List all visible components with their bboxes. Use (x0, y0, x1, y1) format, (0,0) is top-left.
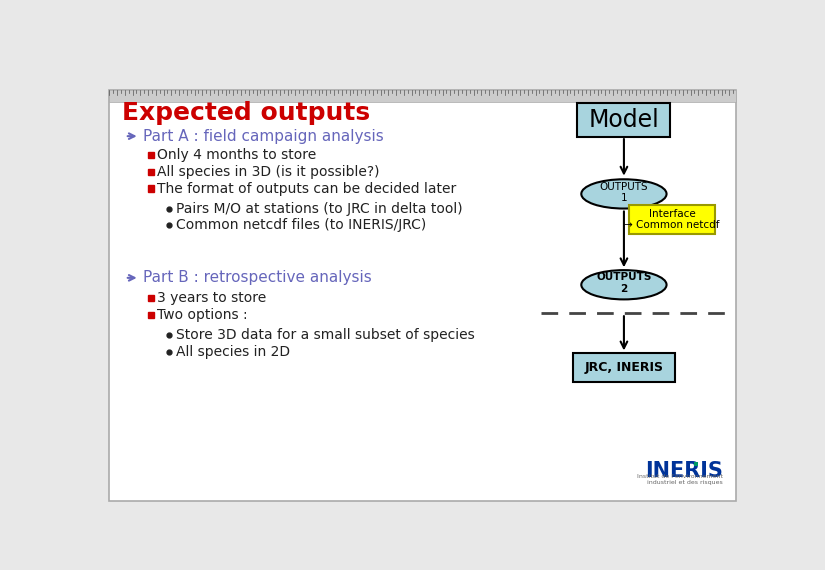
FancyBboxPatch shape (110, 90, 736, 102)
Text: Part A : field campaign analysis: Part A : field campaign analysis (144, 129, 384, 144)
Ellipse shape (582, 180, 667, 209)
Text: All species in 3D (is it possible?): All species in 3D (is it possible?) (158, 165, 380, 178)
Text: OUTPUTS
2: OUTPUTS 2 (596, 272, 652, 294)
FancyBboxPatch shape (148, 185, 154, 192)
FancyBboxPatch shape (148, 295, 154, 301)
Text: INERIS: INERIS (645, 461, 724, 481)
Text: Part B : retrospective analysis: Part B : retrospective analysis (144, 270, 372, 286)
FancyBboxPatch shape (110, 90, 736, 501)
Text: Store 3D data for a small subset of species: Store 3D data for a small subset of spec… (176, 328, 474, 342)
Text: Two options :: Two options : (158, 308, 248, 322)
Text: OUTPUTS
1: OUTPUTS 1 (600, 182, 648, 203)
Text: JRC, INERIS: JRC, INERIS (584, 361, 663, 374)
FancyBboxPatch shape (148, 169, 154, 174)
Text: Expected outputs: Expected outputs (122, 101, 370, 125)
Text: Common netcdf files (to INERIS/JRC): Common netcdf files (to INERIS/JRC) (176, 218, 427, 233)
Text: Institut de l'environnement
industriel et des risques: Institut de l'environnement industriel e… (637, 474, 724, 485)
FancyBboxPatch shape (694, 462, 698, 466)
FancyBboxPatch shape (578, 103, 671, 137)
Text: Interface
→ Common netcdf: Interface → Common netcdf (625, 209, 719, 230)
FancyBboxPatch shape (629, 205, 714, 234)
Text: All species in 2D: All species in 2D (176, 345, 290, 359)
FancyBboxPatch shape (148, 312, 154, 318)
FancyBboxPatch shape (573, 352, 675, 382)
Text: Model: Model (588, 108, 659, 132)
Text: 3 years to store: 3 years to store (158, 291, 266, 305)
Text: Only 4 months to store: Only 4 months to store (158, 148, 317, 162)
Text: Pairs M/O at stations (to JRC in delta tool): Pairs M/O at stations (to JRC in delta t… (176, 202, 463, 215)
Text: The format of outputs can be decided later: The format of outputs can be decided lat… (158, 181, 456, 196)
FancyBboxPatch shape (148, 152, 154, 158)
Ellipse shape (582, 270, 667, 299)
